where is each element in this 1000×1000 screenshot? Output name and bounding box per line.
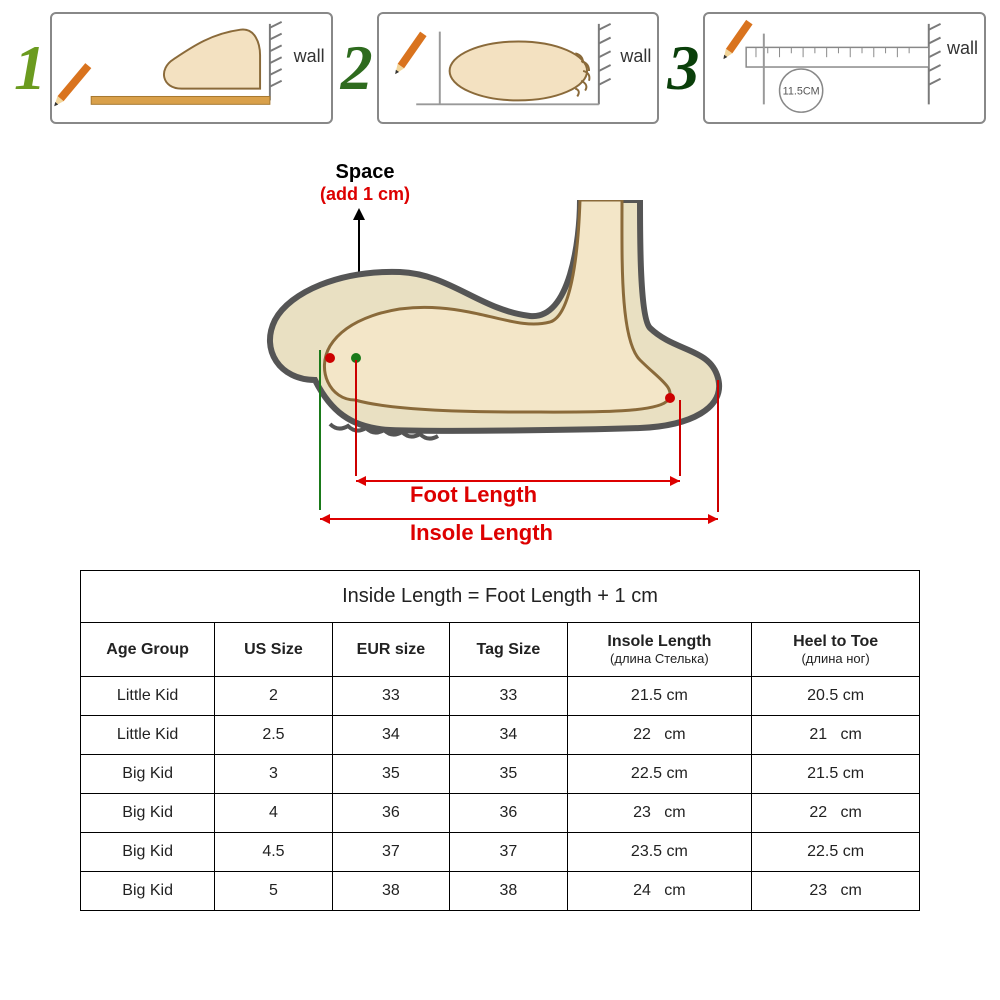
step-3-frame: 11.5CM wall [703, 12, 986, 124]
table-row: Big Kid3353522.5 cm21.5 cm [81, 755, 920, 794]
step-2-number: 2 [341, 36, 373, 100]
step-3-measure-text: 11.5CM [783, 86, 820, 98]
table-cell: Little Kid [81, 716, 215, 755]
table-cell: 34 [450, 716, 567, 755]
column-header: Age Group [81, 623, 215, 677]
table-cell: 4 [215, 794, 332, 833]
table-cell: 38 [332, 872, 449, 911]
table-cell: 24 cm [567, 872, 752, 911]
step-3-number: 3 [667, 36, 699, 100]
steps-row: 1 wall 2 [0, 0, 1000, 136]
table-row: Little Kid2333321.5 cm20.5 cm [81, 677, 920, 716]
step-2-illustration [379, 14, 658, 122]
table-cell: 2.5 [215, 716, 332, 755]
table-cell: 5 [215, 872, 332, 911]
table-cell: 35 [332, 755, 449, 794]
step-3-illustration: 11.5CM [705, 14, 984, 122]
table-title-row: Inside Length = Foot Length + 1 cm [81, 571, 920, 623]
step-2-wall-label: wall [620, 46, 651, 67]
table-cell: 20.5 cm [752, 677, 920, 716]
foot-length-label: Foot Length [410, 482, 537, 508]
table-row: Little Kid2.5343422 cm21 cm [81, 716, 920, 755]
table-cell: 2 [215, 677, 332, 716]
table-row: Big Kid5383824 cm23 cm [81, 872, 920, 911]
step-3: 3 [667, 12, 986, 124]
table-cell: 21 cm [752, 716, 920, 755]
table-cell: Big Kid [81, 794, 215, 833]
table-cell: 38 [450, 872, 567, 911]
table-cell: 22.5 cm [752, 833, 920, 872]
table-cell: 3 [215, 755, 332, 794]
shoe-diagram-section: Space (add 1 cm) Foot Length [0, 136, 1000, 570]
shoe-diagram: Space (add 1 cm) Foot Length [220, 160, 780, 550]
table-cell: 34 [332, 716, 449, 755]
table-cell: 22 cm [752, 794, 920, 833]
step-2: 2 wall [341, 12, 660, 124]
step-1-wall-label: wall [294, 46, 325, 67]
column-header: Heel to Toe(длина ног) [752, 623, 920, 677]
table-cell: Big Kid [81, 872, 215, 911]
column-header: US Size [215, 623, 332, 677]
table-cell: Little Kid [81, 677, 215, 716]
step-1-frame: wall [50, 12, 333, 124]
space-label: Space (add 1 cm) [320, 160, 410, 206]
step-1-number: 1 [14, 36, 46, 100]
insole-length-label: Insole Length [410, 520, 553, 546]
table-cell: 23 cm [752, 872, 920, 911]
table-cell: 21.5 cm [567, 677, 752, 716]
table-cell: 33 [332, 677, 449, 716]
step-3-wall-label: wall [947, 38, 978, 59]
table-cell: Big Kid [81, 755, 215, 794]
table-cell: 22.5 cm [567, 755, 752, 794]
table-cell: 36 [332, 794, 449, 833]
table-cell: 35 [450, 755, 567, 794]
table-cell: Big Kid [81, 833, 215, 872]
step-1: 1 wall [14, 12, 333, 124]
table-header-row: Age GroupUS SizeEUR sizeTag SizeInsole L… [81, 623, 920, 677]
column-header: Insole Length(длина Стелька) [567, 623, 752, 677]
table-cell: 23.5 cm [567, 833, 752, 872]
table-cell: 37 [450, 833, 567, 872]
table-row: Big Kid4.5373723.5 cm22.5 cm [81, 833, 920, 872]
space-label-line1: Space [320, 160, 410, 184]
table-cell: 4.5 [215, 833, 332, 872]
column-header: EUR size [332, 623, 449, 677]
step-1-illustration [52, 14, 331, 122]
table-cell: 33 [450, 677, 567, 716]
size-table-zone: Inside Length = Foot Length + 1 cm Age G… [0, 570, 1000, 941]
table-cell: 23 cm [567, 794, 752, 833]
table-title: Inside Length = Foot Length + 1 cm [81, 571, 920, 623]
table-row: Big Kid4363623 cm22 cm [81, 794, 920, 833]
column-header: Tag Size [450, 623, 567, 677]
table-cell: 21.5 cm [752, 755, 920, 794]
table-cell: 36 [450, 794, 567, 833]
table-cell: 37 [332, 833, 449, 872]
size-table: Inside Length = Foot Length + 1 cm Age G… [80, 570, 920, 911]
table-cell: 22 cm [567, 716, 752, 755]
step-2-frame: wall [377, 12, 660, 124]
